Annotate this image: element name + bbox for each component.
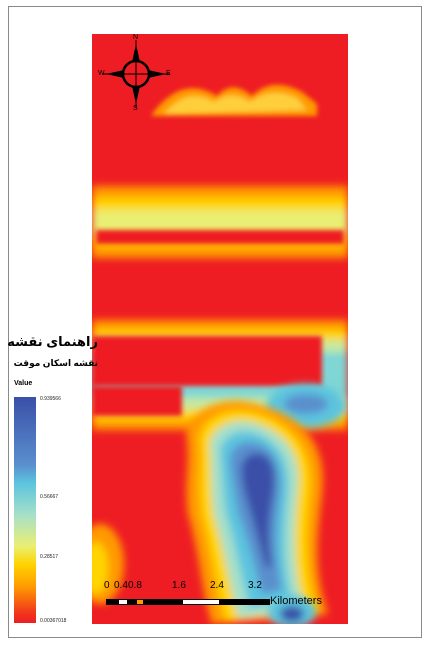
south-label: S [133,105,138,112]
legend-tick-lower-mid: 0.28517 [40,554,59,560]
legend-subtitle: نقشه اسکان موقت [13,358,98,368]
suitability-raster-map [92,34,348,624]
legend-tick-upper-mid: 0.56667 [40,494,59,500]
scale-number: 1.6 [172,580,186,591]
north-label: N [133,34,139,41]
scale-number: 2.4 [210,580,224,591]
west-label: W [98,70,105,77]
legend-tick-high: 0.939566 [40,396,61,402]
north-arrow: N S W E [98,34,174,114]
scale-number: 0.8 [128,580,142,591]
top-bump-zone [152,84,317,116]
bottom-right-zone [268,596,316,624]
map-legend: راهنمای نقشه نقشه اسکان موقت Value 0.939… [7,334,98,624]
legend-color-ramp [14,397,36,623]
scale-bar: 0 0.4 0.8 1.6 2.4 3.2 Kilometers [104,580,344,620]
upper-band-zone [92,186,348,258]
legend-title: راهنمای نقشه [7,334,98,349]
scale-number: 0 [104,580,110,591]
scale-bar-graphic [106,599,270,605]
east-label: E [166,70,171,77]
legend-value-label: Value [14,380,33,387]
scale-units: Kilometers [270,595,322,607]
scale-number: 3.2 [248,580,262,591]
legend-tick-low: 0.00367018 [40,618,67,624]
left-bottom-zone [92,524,124,604]
lower-suitable-zone [186,400,328,624]
scale-number: 0.4 [114,580,128,591]
